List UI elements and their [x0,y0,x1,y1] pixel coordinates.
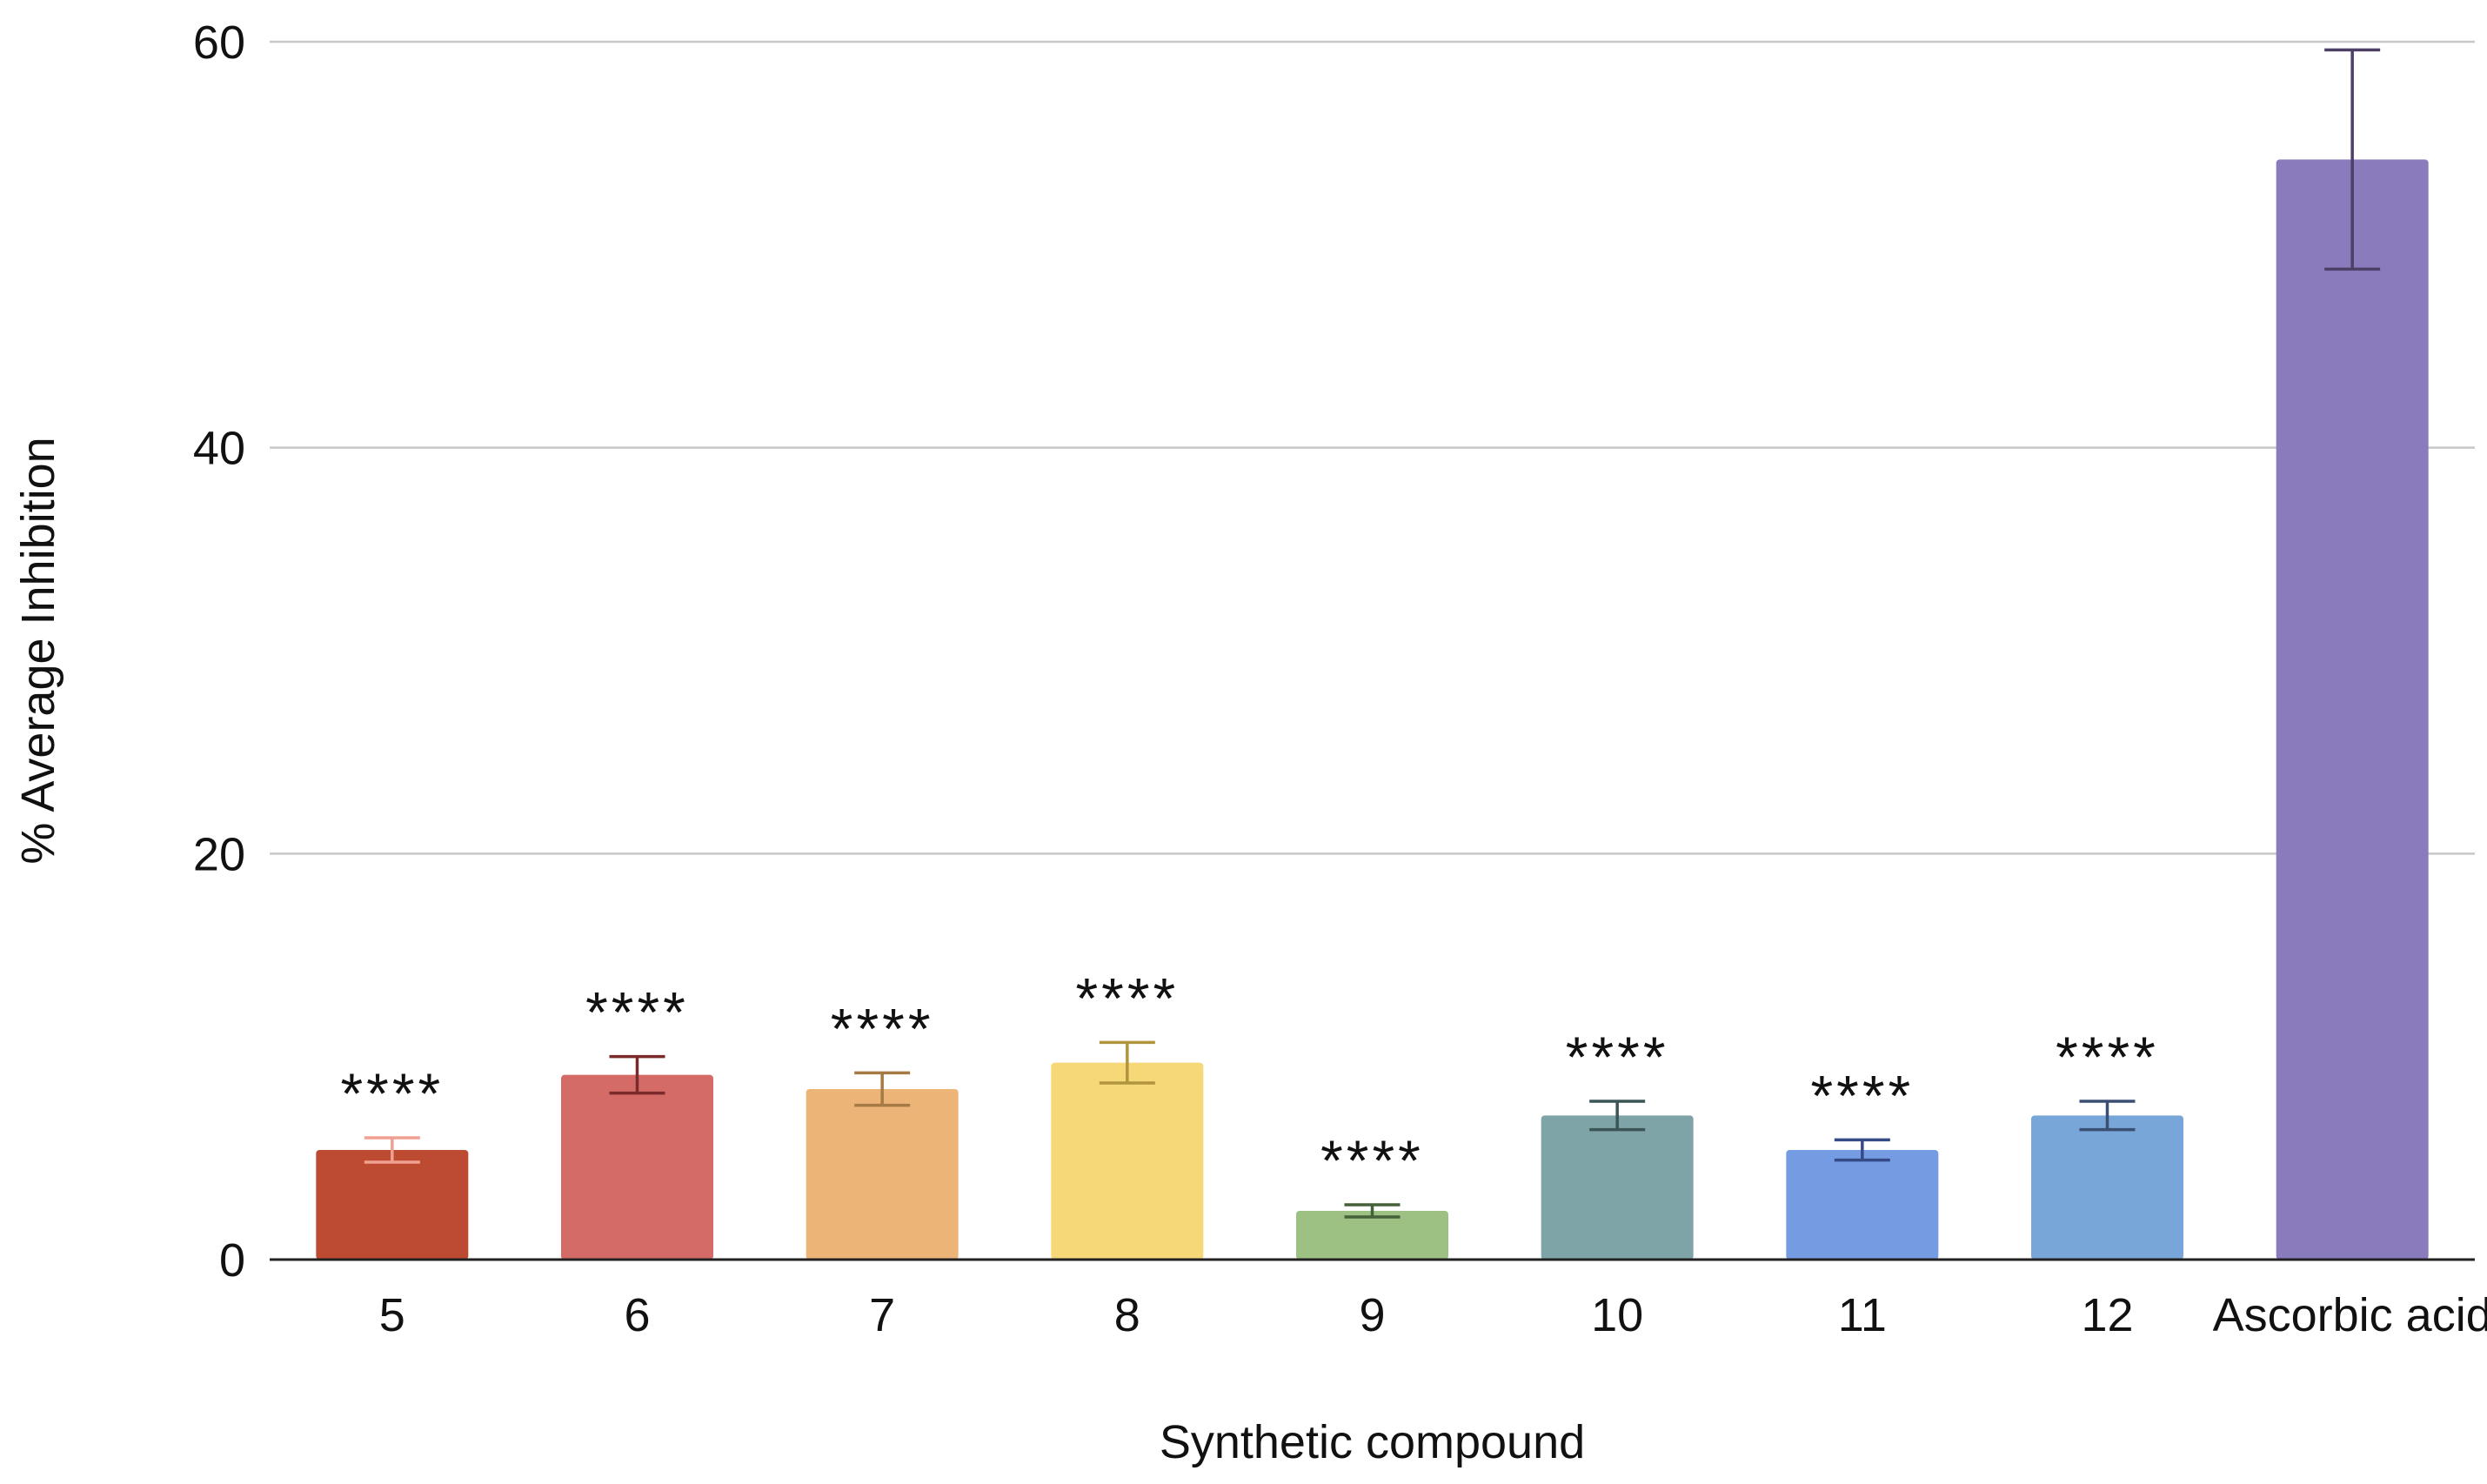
x-tick-label: 11 [1838,1289,1887,1341]
bar [1786,1150,1939,1260]
error-bars [364,48,2381,1219]
x-tick-label: 7 [869,1289,895,1341]
y-tick-label: 0 [219,1234,245,1287]
bar [1296,1211,1448,1260]
significance-label: **** [1810,1063,1914,1127]
gridlines [270,40,2475,855]
significance-label: **** [1075,966,1179,1030]
significance-labels: **** **** **** **** **** **** **** **** [340,966,2159,1193]
y-tick-label: 60 [193,17,245,69]
significance-label: **** [831,996,934,1060]
significance-label: **** [2056,1025,2159,1089]
y-tick-label: 40 [193,423,245,475]
y-axis-title: % Average Inhibition [12,437,64,864]
y-tick-label: 20 [193,828,245,880]
significance-label: **** [585,980,689,1045]
bar [1051,1062,1204,1260]
x-tick-label: 12 [2081,1289,2133,1341]
x-axis-ticks: 5 6 7 8 9 10 11 12 Ascorbic acid [379,1289,2487,1341]
bar [2276,159,2429,1260]
bar [806,1089,959,1260]
bar [2031,1115,2183,1260]
bars [316,159,2429,1260]
significance-label: **** [1320,1128,1424,1193]
x-tick-label: Ascorbic acid [2213,1289,2487,1341]
significance-label: **** [1566,1025,1669,1089]
x-tick-label: 8 [1114,1289,1140,1341]
x-tick-label: 10 [1591,1289,1643,1341]
x-tick-label: 9 [1359,1289,1385,1341]
significance-label: **** [340,1061,444,1126]
bar [316,1150,469,1260]
bar [1541,1115,1694,1260]
x-tick-label: 6 [624,1289,650,1341]
bar [561,1074,713,1260]
x-axis-title: Synthetic compound [1160,1416,1585,1468]
y-axis-ticks: 0 20 40 60 [193,17,245,1287]
x-tick-label: 5 [379,1289,405,1341]
